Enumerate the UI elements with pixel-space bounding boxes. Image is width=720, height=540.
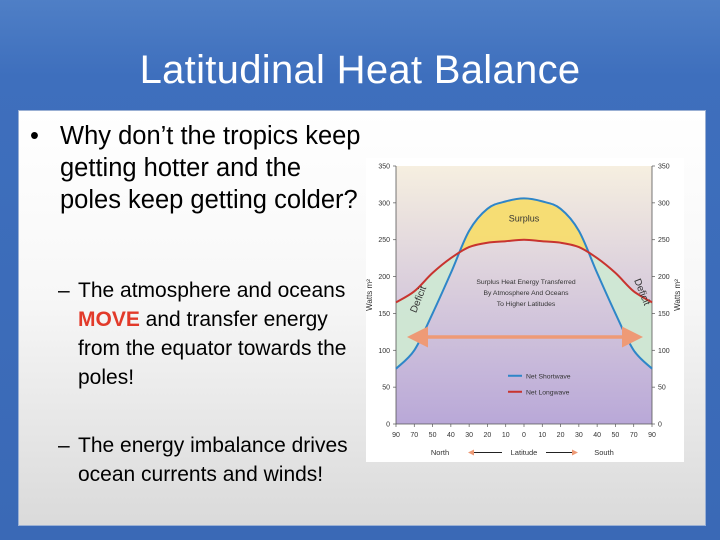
x-south-label: South xyxy=(594,448,614,457)
x-tick-label: 70 xyxy=(630,432,638,439)
x-tick-label: 50 xyxy=(429,432,437,439)
bullet-mark: • xyxy=(30,122,39,150)
x-tick-label: 20 xyxy=(484,432,492,439)
x-tick-label: 0 xyxy=(522,432,526,439)
y-tick-label-right: 150 xyxy=(658,311,670,318)
transfer-text-line: By Atmosphere And Oceans xyxy=(483,290,569,297)
x-tick-label: 90 xyxy=(392,432,400,439)
y-tick-label-left: 300 xyxy=(378,200,390,207)
y-tick-label-left: 150 xyxy=(378,311,390,318)
sub-bullet-imbalance-text: The energy imbalance drives ocean curren… xyxy=(78,434,348,486)
x-tick-label: 90 xyxy=(648,432,656,439)
y-tick-label-left: 200 xyxy=(378,274,390,281)
x-tick-label: 20 xyxy=(557,432,565,439)
y-axis-title-right: Watts m² xyxy=(673,279,682,311)
y-tick-label-right: 250 xyxy=(658,237,670,244)
y-tick-label-right: 200 xyxy=(658,274,670,281)
y-tick-label-right: 300 xyxy=(658,200,670,207)
x-axis-title: Latitude xyxy=(511,448,538,457)
y-tick-label-left: 50 xyxy=(382,385,390,392)
sub-bullet-transfer-emphasis: MOVE xyxy=(78,308,140,331)
transfer-text-line: To Higher Latitudes xyxy=(497,301,556,308)
x-tick-label: 10 xyxy=(538,432,546,439)
slide-title: Latitudinal Heat Balance xyxy=(139,48,581,92)
sub-bullet-imbalance: – The energy imbalance drives ocean curr… xyxy=(58,431,364,489)
y-tick-label-left: 350 xyxy=(378,164,390,171)
sub-bullet-transfer-after: and transfer energy from the equator tow… xyxy=(78,308,347,389)
transfer-text-line: Surplus Heat Energy Transferred xyxy=(476,279,576,286)
legend-label: Net Shortwave xyxy=(526,373,571,380)
x-tick-label: 40 xyxy=(447,432,455,439)
y-tick-label-right: 0 xyxy=(658,422,662,429)
y-tick-label-right: 100 xyxy=(658,348,670,355)
surplus-label: Surplus xyxy=(509,213,540,223)
sub-bullet-transfer-before: The atmosphere and oceans xyxy=(78,279,346,302)
bullet-question-text: Why don’t the tropics keep getting hotte… xyxy=(60,122,361,214)
x-tick-label: 30 xyxy=(465,432,473,439)
bullet-question: • Why don’t the tropics keep getting hot… xyxy=(30,120,362,216)
y-tick-label-left: 250 xyxy=(378,237,390,244)
y-tick-label-left: 0 xyxy=(386,422,390,429)
dash-mark: – xyxy=(58,279,70,302)
sub-bullet-transfer-text: The atmosphere and oceans MOVE and trans… xyxy=(58,276,364,392)
sub-bullet-transfer: – The atmosphere and oceans MOVE and tra… xyxy=(58,276,364,392)
x-tick-label: 10 xyxy=(502,432,510,439)
y-tick-label-right: 350 xyxy=(658,164,670,171)
y-tick-label-left: 100 xyxy=(378,348,390,355)
x-tick-label: 40 xyxy=(593,432,601,439)
x-tick-label: 50 xyxy=(612,432,620,439)
legend-label: Net Longwave xyxy=(526,389,570,396)
dash-mark: – xyxy=(58,434,70,457)
x-tick-label: 30 xyxy=(575,432,583,439)
y-axis-title-left: Watts m² xyxy=(366,279,374,311)
heat-balance-chart: 0 0 50 50 100 100 150 150 200 200 250 250 300 300 350 3… xyxy=(366,158,684,462)
x-tick-label: 70 xyxy=(410,432,418,439)
y-tick-label-right: 50 xyxy=(658,385,666,392)
x-north-label: North xyxy=(431,448,449,457)
